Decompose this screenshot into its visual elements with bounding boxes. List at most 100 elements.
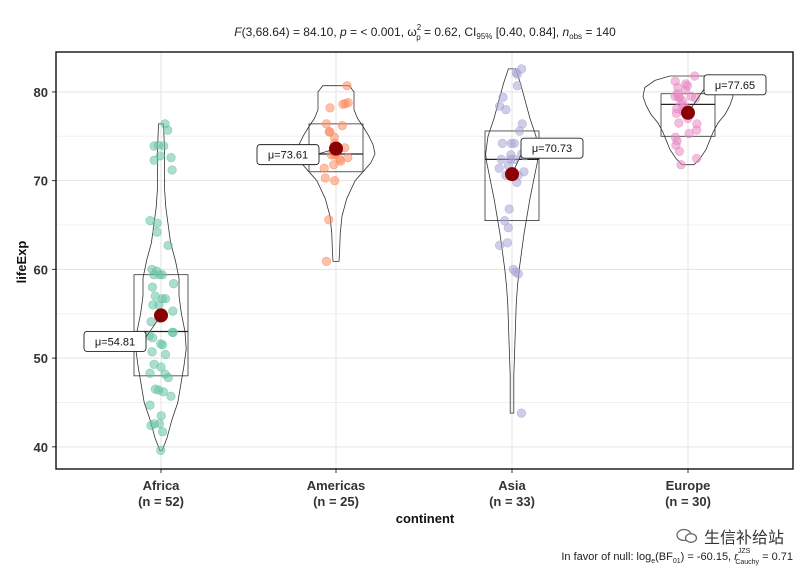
mean-label: μ=77.65 <box>715 80 755 92</box>
data-point <box>156 445 166 456</box>
data-point <box>506 150 516 160</box>
data-point <box>156 339 166 349</box>
data-point <box>146 317 156 327</box>
subtitle-omega-sup: 2 <box>417 23 422 32</box>
data-point <box>516 64 527 74</box>
data-point <box>324 215 334 225</box>
data-point <box>503 223 513 233</box>
data-point <box>495 101 505 111</box>
mean-label: μ=70.73 <box>532 143 572 155</box>
mean-label-box <box>520 137 584 159</box>
chart-caption: In favor of null: loge(BF01) = -60.15, r… <box>561 548 793 566</box>
data-point <box>147 347 157 357</box>
y-tick-label: 40 <box>34 440 48 455</box>
x-tick-count: (n = 25) <box>313 494 359 509</box>
y-tick-label: 80 <box>34 85 48 100</box>
subtitle-omega-sub: p <box>416 33 421 42</box>
caption-e-sub: e <box>651 558 655 565</box>
caption-r-sub: Cauchy <box>735 559 759 566</box>
data-point <box>343 153 353 163</box>
data-point <box>152 227 162 237</box>
data-point <box>497 138 507 148</box>
mean-label: μ=54.81 <box>95 336 135 348</box>
data-point <box>676 160 686 170</box>
data-point <box>150 291 160 301</box>
data-point <box>145 216 155 226</box>
violin-africa <box>135 123 187 451</box>
data-point <box>160 369 170 379</box>
data-point <box>691 153 702 164</box>
plot-area: μ=54.81 μ=73.61 μ=70.73 μ=77.65 40 50 60 70 80 Af… <box>34 51 794 509</box>
x-tick-label: Asia <box>498 478 526 493</box>
x-tick-count: (n = 33) <box>489 494 535 509</box>
y-axis-label: lifeExp <box>14 241 29 284</box>
data-point <box>674 118 684 128</box>
data-point <box>168 327 178 338</box>
mean-label-box <box>256 144 320 166</box>
data-point <box>324 127 334 137</box>
data-point <box>512 81 523 91</box>
data-point <box>160 294 171 304</box>
data-point <box>158 427 168 437</box>
data-point <box>168 306 178 316</box>
subtitle-f-rest: (3,68.64) = 84.10, <box>242 25 340 39</box>
data-point <box>692 119 702 129</box>
caption-r-sup: JZS <box>738 548 751 555</box>
y-tick-label: 50 <box>34 351 48 366</box>
watermark: 生信补给站 <box>676 524 784 548</box>
data-point <box>517 119 527 129</box>
data-point <box>319 163 329 173</box>
chart-subtitle: F(3,68.64) = 84.10, p = < 0.001, ω2 p = 0… <box>234 23 616 42</box>
data-point <box>320 173 330 183</box>
y-tick-label: 70 <box>34 174 48 189</box>
data-point <box>504 204 514 214</box>
data-point <box>156 411 166 421</box>
data-point <box>494 163 504 173</box>
data-point <box>321 119 332 129</box>
data-point <box>516 408 527 418</box>
data-point <box>160 119 170 129</box>
mean-point-europe <box>681 105 695 120</box>
data-point <box>498 92 508 102</box>
x-tick-count: (n = 52) <box>138 494 184 509</box>
data-point <box>690 71 700 81</box>
data-point <box>166 391 176 401</box>
box-asia <box>484 130 540 221</box>
data-point <box>155 151 165 161</box>
caption-bf: (BF <box>655 551 673 563</box>
data-point <box>684 129 694 139</box>
caption-prefix: In favor of null: log <box>561 551 651 563</box>
data-point <box>147 264 157 275</box>
y-tick-label: 60 <box>34 262 48 277</box>
data-point <box>670 76 680 86</box>
data-point <box>150 384 160 394</box>
data-point <box>145 368 155 378</box>
data-point <box>167 165 177 175</box>
data-point <box>495 240 505 250</box>
chat-bubble-icon <box>676 528 698 543</box>
data-point <box>670 132 681 142</box>
data-point <box>149 359 159 369</box>
data-point <box>681 79 691 89</box>
data-point <box>160 349 171 360</box>
plot-border <box>55 51 794 470</box>
subtitle-eq: = 0.62, CI <box>421 25 477 39</box>
caption-end: = 0.71 <box>759 551 793 563</box>
caption-bf-sub: 01 <box>673 558 681 565</box>
data-point <box>154 419 165 429</box>
data-point <box>147 282 157 292</box>
data-point <box>519 167 529 177</box>
mean-label-box <box>83 330 147 352</box>
data-point <box>321 256 332 267</box>
caption-r: r <box>734 551 739 563</box>
violin-europe <box>642 75 734 166</box>
x-tick-label: Americas <box>307 478 366 493</box>
mean-point-asia <box>505 167 519 182</box>
data-point <box>500 216 510 226</box>
data-point <box>153 140 163 150</box>
data-point <box>506 138 516 148</box>
mean-label-box <box>703 74 767 96</box>
subtitle-n-rest: = 140 <box>582 25 616 39</box>
subtitle-ci-rest: [0.40, 0.84], <box>492 25 562 39</box>
data-point <box>166 153 176 163</box>
